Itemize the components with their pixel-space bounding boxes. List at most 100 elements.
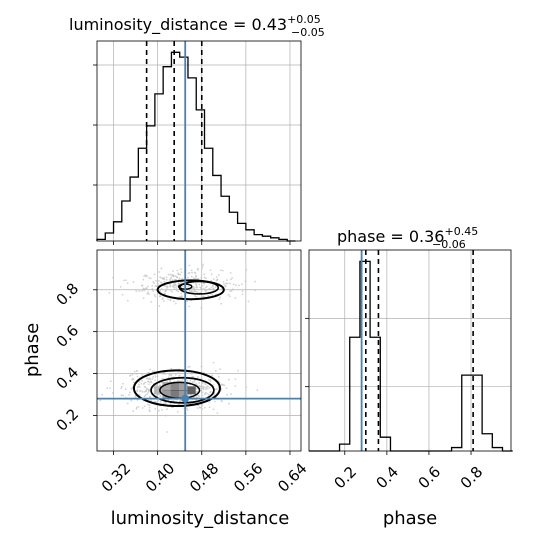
scatter-point xyxy=(204,290,207,292)
scatter-point xyxy=(134,395,137,398)
y-tick-label: 0.6 xyxy=(53,321,83,351)
scatter-point xyxy=(226,393,228,396)
scatter-point xyxy=(138,390,141,392)
scatter-point xyxy=(130,387,133,390)
scatter-point xyxy=(158,305,161,307)
scatter-point xyxy=(146,292,149,295)
luminosity-distance-histogram-panel xyxy=(93,40,302,245)
scatter-point xyxy=(223,282,225,285)
scatter-point xyxy=(215,276,218,278)
scatter-point xyxy=(132,281,135,283)
scatter-point xyxy=(234,297,237,299)
density-cell xyxy=(154,386,163,395)
density-cell xyxy=(170,390,180,399)
scatter-point xyxy=(148,277,151,279)
scatter-point xyxy=(182,285,185,288)
scatter-point xyxy=(163,280,166,283)
scatter-point xyxy=(200,390,203,392)
scatter-point xyxy=(149,381,151,384)
scatter-point xyxy=(225,282,227,285)
scatter-point xyxy=(170,367,173,370)
scatter-point xyxy=(209,380,212,383)
scatter-point xyxy=(133,370,136,373)
scatter-point xyxy=(226,282,229,285)
scatter-point xyxy=(147,380,149,383)
scatter-point xyxy=(135,290,138,293)
scatter-point xyxy=(176,276,178,279)
scatter-point xyxy=(205,386,208,389)
scatter-point xyxy=(201,265,204,268)
phase-histogram-panel: 0.2 0.4 0.6 0.8 xyxy=(305,249,513,492)
scatter-point xyxy=(210,273,213,276)
scatter-point xyxy=(174,275,177,278)
scatter-point xyxy=(201,381,204,384)
scatter-point xyxy=(147,392,149,394)
scatter-point xyxy=(129,374,132,377)
density-cell xyxy=(170,382,180,391)
scatter-point xyxy=(159,395,162,398)
y-axis-title: phase xyxy=(22,323,43,377)
scatter-point xyxy=(220,399,223,402)
scatter-point xyxy=(238,284,241,287)
scatter-point xyxy=(159,290,162,292)
scatter-point xyxy=(181,379,184,382)
scatter-point xyxy=(135,373,138,375)
scatter-point xyxy=(194,272,197,274)
scatter-point xyxy=(159,384,161,387)
scatter-point xyxy=(148,406,151,409)
scatter-point xyxy=(135,370,138,372)
scatter-point xyxy=(150,381,153,384)
x-tick-label: 0.40 xyxy=(142,459,178,495)
scatter-point xyxy=(136,386,139,389)
scatter-point xyxy=(168,373,171,375)
scatter-point xyxy=(163,300,165,302)
scatter-point xyxy=(192,291,195,294)
scatter-point xyxy=(190,269,193,272)
scatter-point xyxy=(207,385,209,388)
scatter-point xyxy=(108,291,111,294)
scatter-point xyxy=(212,361,215,364)
scatter-point xyxy=(169,299,172,302)
scatter-point xyxy=(162,402,165,405)
scatter-point xyxy=(230,393,232,395)
scatter-point xyxy=(167,298,170,301)
density-cell xyxy=(178,386,188,395)
scatter-point xyxy=(135,406,138,409)
density-cell xyxy=(178,390,188,399)
scatter-point xyxy=(178,277,181,280)
ld-title-plus: +0.05 xyxy=(287,13,321,26)
scatter-point xyxy=(180,286,183,289)
scatter-point xyxy=(152,375,155,378)
scatter-point xyxy=(203,393,206,396)
scatter-point xyxy=(197,278,200,280)
scatter-point xyxy=(181,277,184,280)
joint-density-panel: 0.32 0.40 0.48 0.56 0.64 0.2 0.4 0.6 0.8 xyxy=(53,249,311,496)
x-tick-label: 0.32 xyxy=(98,459,134,495)
scatter-point xyxy=(198,385,201,387)
scatter-point xyxy=(254,280,257,283)
scatter-point xyxy=(203,386,206,389)
scatter-point xyxy=(189,394,192,396)
scatter-point xyxy=(161,377,164,380)
scatter-point xyxy=(141,289,143,292)
scatter-point xyxy=(245,386,248,389)
scatter-point xyxy=(167,376,170,379)
scatter-point xyxy=(128,393,131,396)
scatter-point xyxy=(200,365,203,368)
scatter-point xyxy=(112,276,114,279)
scatter-point xyxy=(140,382,143,385)
scatter-point xyxy=(179,399,182,402)
scatter-point xyxy=(231,276,234,279)
scatter-point xyxy=(244,280,247,283)
scatter-point xyxy=(200,282,203,285)
scatter-point xyxy=(212,408,215,411)
scatter-point xyxy=(199,387,202,390)
scatter-point xyxy=(186,407,188,410)
scatter-point xyxy=(133,381,135,384)
scatter-point xyxy=(149,378,152,381)
scatter-point xyxy=(180,292,183,295)
truth-marker xyxy=(181,394,190,403)
scatter-point xyxy=(136,375,139,378)
contour-line xyxy=(156,279,225,301)
y-tick-label: 0.4 xyxy=(53,363,83,393)
